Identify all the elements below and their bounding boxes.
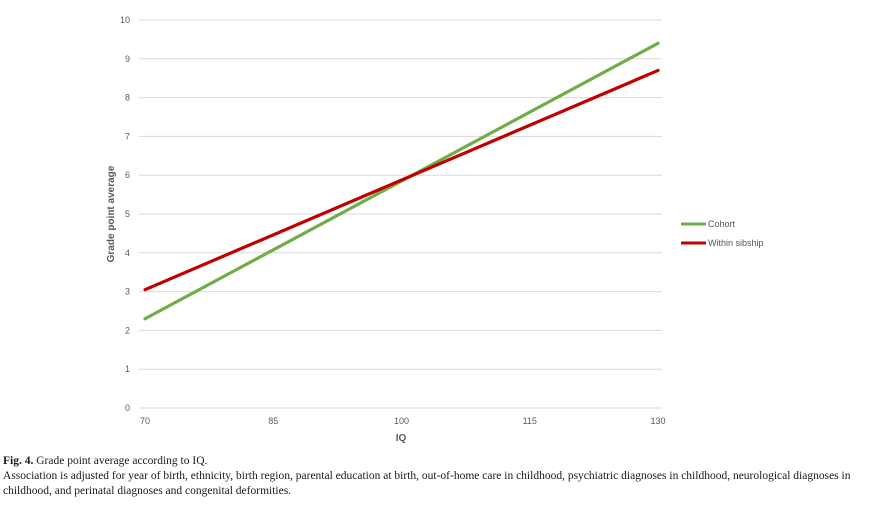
figure-title: Grade point average according to IQ. [33, 455, 208, 467]
series-line-within-sibship [143, 68, 660, 292]
y-tick-label: 9 [125, 54, 130, 64]
series-lines [143, 41, 660, 321]
x-tick-label: 100 [394, 416, 409, 426]
legend-label: Cohort [708, 219, 736, 229]
y-tick-label: 10 [120, 15, 130, 25]
gridlines [139, 19, 662, 409]
x-tick-label: 130 [650, 416, 665, 426]
x-axis-title: IQ [396, 433, 407, 444]
x-tick-label: 115 [523, 416, 537, 426]
y-axis-title: Grade point average [106, 165, 117, 262]
figure-caption: Fig. 4. Grade point average according to… [3, 454, 867, 499]
y-tick-label: 8 [125, 93, 130, 103]
x-tick-label: 70 [140, 416, 150, 426]
y-tick-label: 6 [125, 170, 130, 180]
y-tick-label: 4 [125, 248, 130, 258]
x-tick-label: 85 [268, 416, 278, 426]
legend: Cohort Within sibship [681, 219, 764, 248]
y-tick-label: 2 [125, 325, 130, 335]
y-tick-label: 1 [125, 364, 130, 374]
figure-label: Fig. 4. [3, 455, 34, 467]
line-chart: 0 1 2 3 4 5 6 7 8 9 10 70 85 100 115 130 Cohort Within … [106, 15, 764, 444]
y-tick-label: 7 [125, 131, 130, 141]
y-axis-ticks: 0 1 2 3 4 5 6 7 8 9 10 [120, 15, 130, 413]
y-tick-label: 5 [125, 209, 130, 219]
x-axis-ticks: 70 85 100 115 130 [140, 416, 666, 426]
legend-label: Within sibship [708, 238, 764, 248]
figure-note: Association is adjusted for year of birt… [3, 470, 851, 497]
y-tick-label: 0 [125, 403, 130, 413]
caption-title-line: Fig. 4. Grade point average according to… [3, 454, 867, 469]
y-tick-label: 3 [125, 287, 130, 297]
